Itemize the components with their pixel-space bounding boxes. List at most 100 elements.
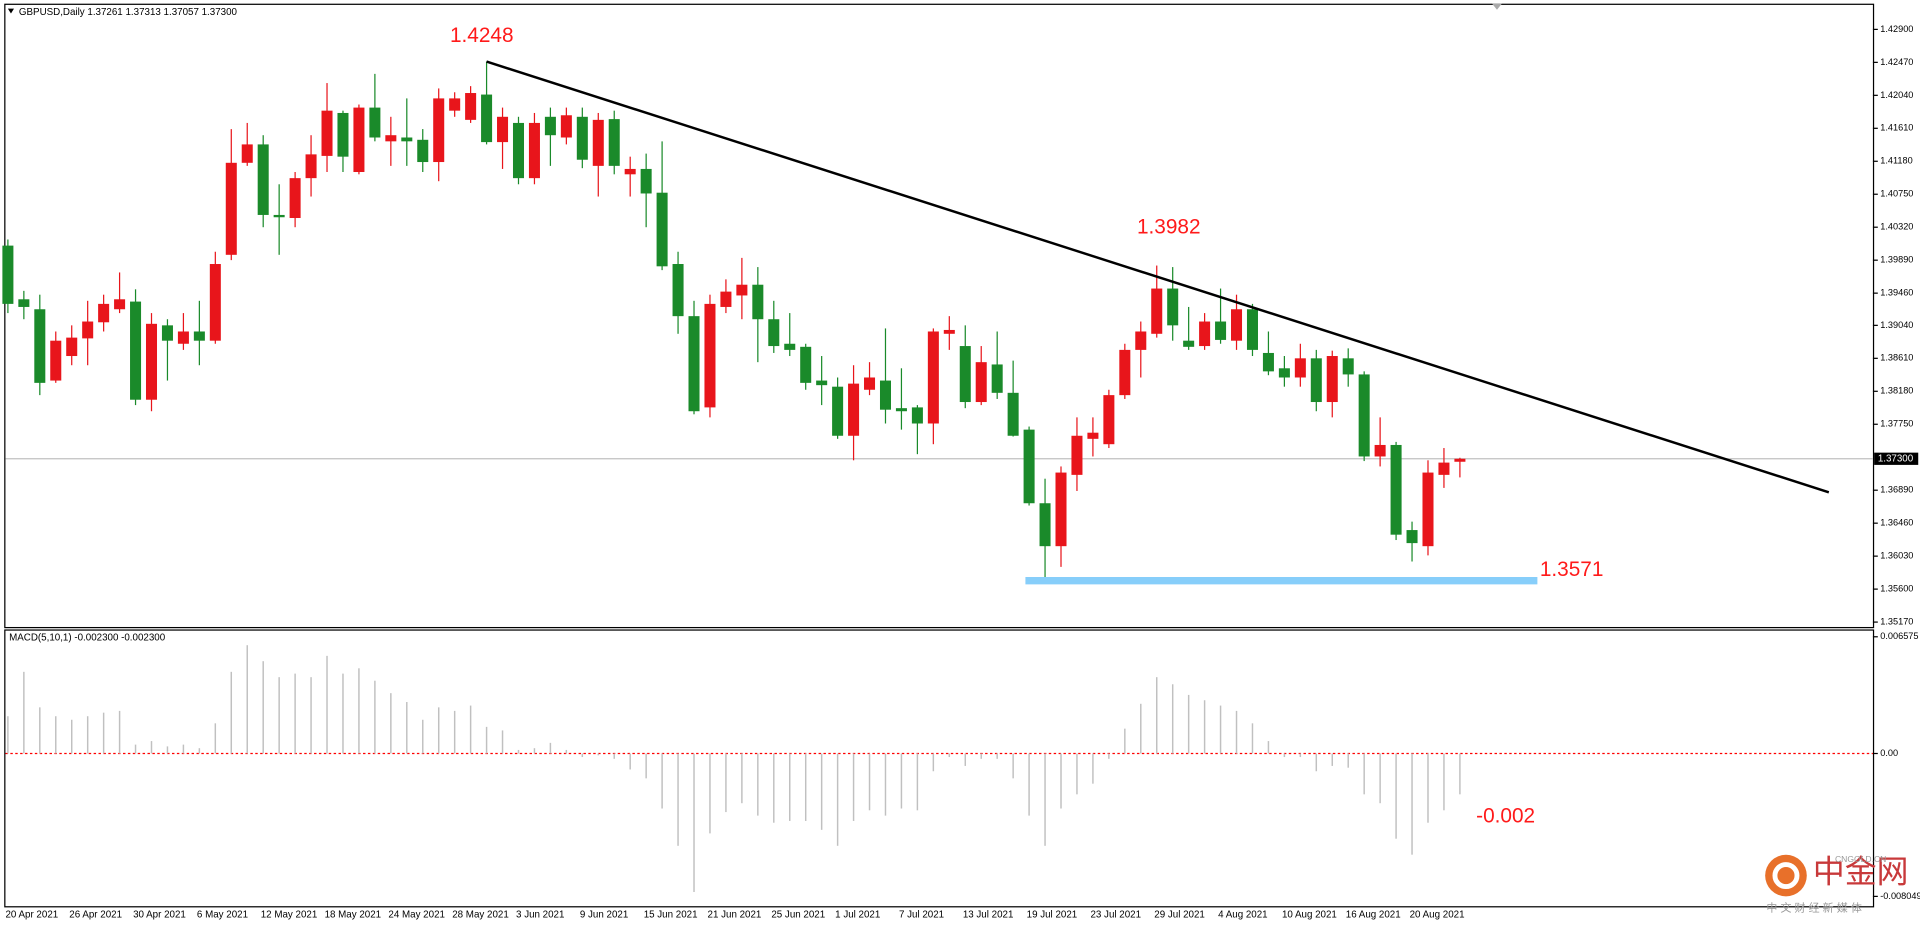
candle-body xyxy=(1278,368,1290,378)
macd-panel xyxy=(4,629,1875,908)
candle-body xyxy=(704,303,716,408)
candle-body xyxy=(943,329,955,334)
y-tick-label: 1.42040 xyxy=(1880,90,1913,100)
candle-body xyxy=(528,122,540,179)
candle-body xyxy=(193,331,205,341)
watermark-tagline: 中 文 财 经 新 媒 体 xyxy=(1766,901,1861,915)
candle-body xyxy=(305,154,317,179)
candle-body xyxy=(1422,472,1434,547)
candle-body xyxy=(449,98,461,111)
x-tick-label: 19 Jul 2021 xyxy=(1027,909,1078,920)
y-tick-label: 1.35600 xyxy=(1880,584,1913,594)
candle-body xyxy=(848,383,860,436)
y-tick-label: 1.36460 xyxy=(1880,518,1913,528)
watermark-logo-ring xyxy=(1772,862,1800,890)
candle-body xyxy=(895,408,907,412)
candle-body xyxy=(800,346,812,383)
chart-title: GBPUSD,Daily 1.37261 1.37313 1.37057 1.3… xyxy=(19,7,238,18)
y-tick-label: 1.42900 xyxy=(1880,24,1913,34)
candle-body xyxy=(1246,309,1258,350)
chart-shift-marker xyxy=(1492,3,1502,10)
candle-body xyxy=(1454,458,1466,462)
watermark-name: 中金网 xyxy=(1813,854,1909,890)
candle-body xyxy=(991,364,1003,393)
candle-body xyxy=(1119,349,1131,396)
trend-line xyxy=(486,60,1830,494)
y-tick-label: 1.37750 xyxy=(1880,419,1913,429)
candle-body xyxy=(1039,503,1051,547)
x-tick-label: 21 Jun 2021 xyxy=(708,909,762,920)
candle-body xyxy=(1390,444,1402,535)
candle-body xyxy=(1167,288,1179,326)
x-tick-label: 7 Jul 2021 xyxy=(899,909,944,920)
x-tick-label: 24 May 2021 xyxy=(388,909,445,920)
y-tick-label: 1.40750 xyxy=(1880,189,1913,199)
candle-body xyxy=(736,284,748,296)
macd-title: MACD(5,10,1) -0.002300 -0.002300 xyxy=(9,633,166,644)
x-tick-label: 9 Jun 2021 xyxy=(580,909,628,920)
y-tick-label: 1.36890 xyxy=(1880,485,1913,495)
candle-body xyxy=(911,407,923,424)
x-tick-label: 28 May 2021 xyxy=(452,909,509,920)
candle-body xyxy=(369,107,381,138)
candle-body xyxy=(576,116,588,160)
y-tick-label: 1.42470 xyxy=(1880,57,1913,67)
y-tick-label: 1.39460 xyxy=(1880,288,1913,298)
candle-body xyxy=(337,112,349,157)
candle-body xyxy=(161,325,173,341)
main-panel xyxy=(4,3,1875,629)
y-tick-label: 1.41610 xyxy=(1880,123,1913,133)
x-tick-label: 30 Apr 2021 xyxy=(133,909,186,920)
candle-body xyxy=(18,299,30,307)
candle-body xyxy=(66,337,78,357)
candle-body xyxy=(481,94,493,143)
x-tick-label: 12 May 2021 xyxy=(261,909,318,920)
annotation: -0.002 xyxy=(1476,804,1535,827)
candle-body xyxy=(1294,358,1306,378)
y-tick-label: 0.006575 xyxy=(1880,631,1918,641)
last-price-box xyxy=(1874,452,1919,465)
candle-body xyxy=(1023,429,1035,504)
candle-body xyxy=(560,115,572,138)
candle-body xyxy=(975,362,987,403)
candle-body xyxy=(864,377,876,390)
candle-body xyxy=(1215,321,1227,340)
candle-body xyxy=(465,93,477,120)
y-tick-label: 1.38180 xyxy=(1880,386,1913,396)
candle-body xyxy=(385,135,397,142)
candle-body xyxy=(34,309,46,383)
candle-body xyxy=(417,139,429,163)
candle-body xyxy=(1103,395,1115,445)
x-tick-label: 20 Aug 2021 xyxy=(1410,909,1465,920)
candle-body xyxy=(624,168,636,175)
x-tick-label: 13 Jul 2021 xyxy=(963,909,1014,920)
candle-body xyxy=(1055,472,1067,547)
candle-body xyxy=(1342,358,1354,375)
y-tick-label: 1.40320 xyxy=(1880,222,1913,232)
candle-body xyxy=(1438,462,1450,475)
candle-body xyxy=(768,319,780,347)
y-tick-label: 1.39890 xyxy=(1880,255,1913,265)
candle-body xyxy=(832,386,844,436)
candle-body xyxy=(592,119,604,166)
candle-body xyxy=(608,119,620,166)
y-tick-label: 1.38610 xyxy=(1880,353,1913,363)
candle-body xyxy=(656,192,668,267)
candle-body xyxy=(209,264,221,341)
y-tick-label: 1.41180 xyxy=(1880,156,1912,166)
x-tick-label: 6 May 2021 xyxy=(197,909,248,920)
candle-body xyxy=(1151,288,1163,334)
x-tick-label: 29 Jul 2021 xyxy=(1154,909,1205,920)
last-price-label: 1.37300 xyxy=(1878,453,1914,464)
candle-body xyxy=(879,380,891,410)
x-tick-label: 18 May 2021 xyxy=(325,909,382,920)
candle-body xyxy=(321,110,333,156)
candle-body xyxy=(816,380,828,386)
watermark-logo xyxy=(1765,854,1807,897)
candle-body xyxy=(1406,530,1418,544)
x-tick-label: 20 Apr 2021 xyxy=(5,909,58,920)
candle-body xyxy=(720,291,732,307)
candle-body xyxy=(257,144,269,215)
